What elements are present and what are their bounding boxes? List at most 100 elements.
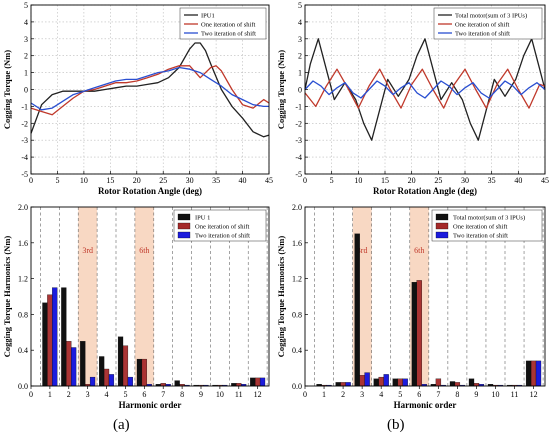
x-tick-label: 40 (514, 176, 522, 185)
x-tick-label: 0 (303, 390, 307, 399)
bar-s2-h3 (359, 375, 365, 387)
bar-s1-h2 (335, 382, 341, 387)
legend-swatch (177, 222, 191, 230)
highlight-label: 3rd (357, 246, 368, 255)
y-tick-label: 1.6 (18, 239, 28, 248)
legend-label: Two iteration of shift (453, 233, 508, 240)
legend-box (431, 209, 543, 242)
plot-frame (30, 4, 270, 175)
bar-s1-h8 (174, 380, 180, 387)
y-axis-title: Cogging Torque (Nm) (276, 50, 286, 129)
bar-s3-h4 (383, 374, 389, 387)
legend: IPU 1 One iteration of shift Two iteration… (173, 209, 267, 242)
x-tick-label: 1 (48, 390, 52, 399)
series-line-1 (304, 38, 546, 141)
x-tick-label: 15 (381, 176, 389, 185)
y-tick-label: 3 (24, 35, 28, 44)
x-axis-title: Rotor Rotation Angle (deg) (98, 186, 202, 196)
legend-label: One iteration of shift (453, 224, 508, 231)
bar-s1-h9 (468, 378, 475, 387)
x-tick-label: 10 (216, 390, 224, 399)
y-tick-label: 0.8 (18, 310, 28, 319)
x-tick-label: 7 (436, 390, 440, 399)
legend-label: Two iteration of shift (455, 31, 510, 38)
y-axis-title: Cogging Torque Harmonics (Nm) (2, 236, 12, 358)
chart-top-left: 0 5 10 15 20 25 30 35 40 45-5-4-3-2-1012345Rotor … (2, 1, 273, 196)
x-tick-label: 7 (161, 390, 165, 399)
bar-s3-h3 (89, 376, 96, 387)
bar-s3-h1 (52, 287, 58, 387)
bar-s2-h2 (66, 341, 72, 387)
y-axis-title: Cogging Torque (Nm) (2, 50, 12, 129)
x-tick-label: 8 (180, 390, 184, 399)
y-tick-label: 0.8 (292, 310, 302, 319)
x-axis-title: Harmonic order (119, 400, 182, 410)
bar-s1-h4 (373, 378, 379, 387)
bar-s2-h5 (122, 345, 129, 387)
y-tick-label: -1 (295, 102, 302, 111)
x-tick-label: 20 (408, 176, 416, 185)
legend-swatch (435, 222, 449, 230)
legend: IPU1 One iteration of shift Two iteration … (179, 7, 267, 40)
x-tick-label: 8 (455, 390, 459, 399)
bar-s1-h6 (411, 282, 418, 387)
x-tick-label: 45 (541, 176, 549, 185)
y-tick-label: 1 (298, 69, 302, 78)
y-tick-label: 0.4 (292, 346, 302, 355)
bar-s3-h12 (259, 377, 266, 387)
bar-s1-h8 (449, 381, 456, 387)
x-tick-label: 4 (105, 390, 109, 399)
y-tick-label: 0.0 (292, 382, 302, 391)
bar-s1-h4 (99, 356, 105, 387)
legend-label: Total motor(sum of 3 IPUs) (453, 215, 525, 222)
series-line-3 (30, 66, 269, 111)
bar-s3-h2 (71, 347, 77, 387)
x-tick-label: 40 (239, 176, 247, 185)
y-tick-label: 2 (298, 52, 302, 61)
x-tick-label: 10 (80, 176, 88, 185)
y-tick-label: -1 (21, 102, 28, 111)
x-tick-label: 35 (488, 176, 496, 185)
y-tick-label: 5 (298, 1, 302, 10)
bar-s2-h8 (454, 382, 461, 387)
x-tick-label: 3 (86, 390, 90, 399)
highlight-label: 6th (139, 246, 149, 255)
caption-a: (a) (113, 417, 130, 433)
x-tick-label: 2 (341, 390, 345, 399)
bar-s2-h7 (435, 378, 442, 387)
y-tick-label: -2 (21, 119, 28, 128)
x-tick-label: 12 (254, 390, 262, 399)
y-tick-label: 4 (24, 18, 28, 27)
bar-s3-h5 (127, 376, 133, 387)
bar-s2-h5 (397, 378, 403, 387)
x-tick-label: 4 (379, 390, 383, 399)
bar-s2-h6 (141, 358, 147, 387)
y-tick-label: 1 (24, 69, 28, 78)
bar-s2-h12 (530, 360, 537, 387)
x-axis-title: Harmonic order (394, 400, 457, 410)
highlight-label: 6th (414, 246, 424, 255)
x-tick-label: 5 (55, 176, 59, 185)
y-tick-label: 0 (298, 86, 302, 95)
bar-s2-h4 (378, 376, 384, 387)
y-tick-label: 3 (298, 35, 302, 44)
legend-label: IPU 1 (195, 215, 210, 222)
x-tick-label: 0 (29, 176, 33, 185)
x-tick-label: 6 (417, 390, 421, 399)
y-tick-label: -5 (295, 170, 302, 179)
legend-label: One iteration of shift (455, 22, 510, 29)
legend-swatch (435, 231, 449, 239)
legend-swatch (177, 213, 191, 221)
x-tick-label: 9 (199, 390, 203, 399)
y-tick-label: 2.0 (292, 203, 302, 212)
y-tick-label: 1.6 (292, 239, 302, 248)
y-tick-label: -3 (21, 136, 28, 145)
series-line-2 (30, 65, 270, 116)
y-tick-label: 4 (298, 18, 302, 27)
x-tick-label: 30 (186, 176, 194, 185)
series-line-3 (304, 80, 546, 99)
x-tick-label: 2 (67, 390, 71, 399)
